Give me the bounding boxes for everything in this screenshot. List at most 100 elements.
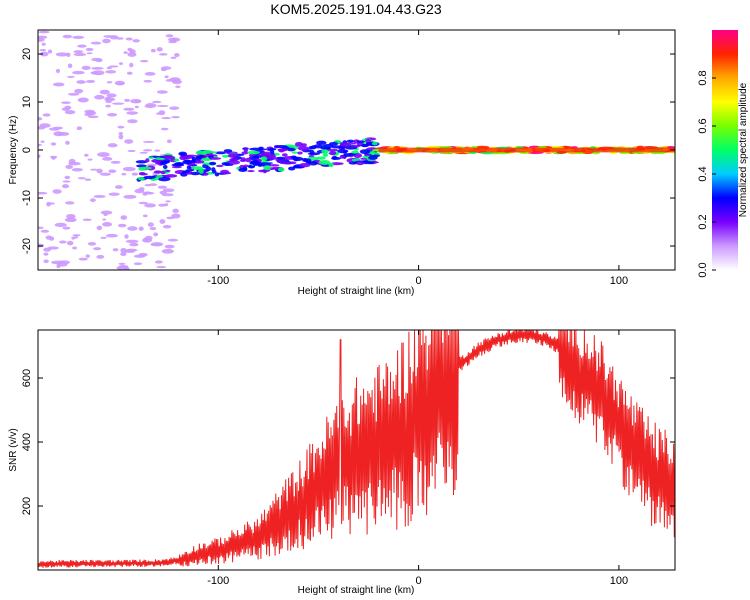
spectrogram-cell: [208, 157, 222, 160]
spectrogram-cell: [156, 265, 167, 269]
spectrogram-cell: [76, 80, 86, 84]
spectrogram-cell: [160, 127, 169, 131]
spectrogram-cell: [102, 218, 107, 221]
colorbar-tick-label: 0.2: [697, 214, 709, 229]
spectrogram-line-band: [378, 147, 675, 153]
spectrogram-cell: [281, 153, 288, 157]
spectrogram-cell: [39, 51, 49, 57]
colorbar-ticks: 0.0 0.2 0.4 0.6 0.8: [697, 70, 716, 278]
spectrogram-cell: [267, 164, 280, 167]
spectrogram-cell: [161, 248, 174, 254]
spectrogram-heatmap: [38, 30, 675, 270]
spectrogram-cell: [65, 140, 70, 145]
spectrogram-cell: [91, 67, 104, 70]
spectrogram-cell: [202, 172, 209, 176]
spectrogram-cell: [182, 170, 191, 174]
spectrogram-cell: [309, 149, 315, 155]
spectrogram-cell: [144, 105, 153, 108]
spectrogram-cell: [356, 140, 366, 143]
spectrogram-cell: [149, 226, 157, 231]
spectrogram-cell: [147, 222, 154, 228]
spectrogram-cell: [258, 169, 265, 173]
spectrogram-cell: [342, 150, 347, 154]
snr-y-label: SNR (v/v): [8, 428, 19, 471]
spectrogram-cell: [73, 52, 87, 57]
spectrogram-cell: [123, 249, 136, 253]
spectrogram-x-label: Height of straight line (km): [298, 286, 415, 297]
spectrogram-cell: [48, 202, 55, 205]
spectrogram-cell: [96, 254, 105, 259]
spectrogram-cell: [339, 154, 345, 159]
spectrogram-cell: [51, 260, 64, 265]
spectrogram-cell: [118, 132, 124, 135]
spectrogram-cell: [125, 37, 133, 41]
spectrogram-cell: [117, 82, 125, 85]
spectrogram-cell: [171, 165, 182, 169]
spectrogram-cell: [67, 63, 73, 69]
spectrogram-cell: [38, 143, 43, 147]
spectrogram-cell: [116, 37, 124, 40]
spectrogram-cell: [171, 163, 185, 167]
y-tick-label: 600: [21, 369, 33, 387]
spectrogram-cell: [322, 153, 329, 158]
spectrogram-cell: [139, 166, 152, 170]
spectrogram-x-ticks: -100 0 100: [207, 30, 628, 287]
spectrogram-cell: [172, 208, 179, 214]
spectrogram-cell: [370, 150, 376, 156]
spectrogram-cell: [153, 232, 159, 237]
spectrogram-cell: [84, 153, 89, 157]
spectrogram-cell: [71, 168, 83, 172]
spectrogram-cell: [129, 242, 139, 247]
spectrogram-cell: [47, 49, 53, 54]
spectrogram-cell: [107, 143, 118, 148]
spectrogram-cell: [162, 164, 168, 170]
spectrogram-cell: [290, 155, 297, 159]
spectrogram-cell: [73, 50, 84, 54]
spectrogram-cell: [179, 155, 187, 161]
spectrogram-cell: [39, 48, 47, 52]
spectrogram-cell: [278, 148, 285, 153]
spectrogram-cell: [170, 56, 177, 59]
spectrogram-cell: [297, 151, 303, 155]
spectrogram-cell: [118, 134, 124, 140]
spectrogram-cell: [112, 102, 125, 105]
spectrogram-cell: [137, 176, 146, 181]
spectrogram-cell: [52, 82, 65, 87]
spectrogram-cell: [38, 117, 43, 121]
spectrogram-cell: [202, 150, 213, 154]
spectrogram-cell: [247, 150, 260, 155]
spectrogram-cell: [156, 90, 168, 94]
spectrogram-cell: [365, 138, 372, 143]
spectrogram-cell: [77, 44, 87, 48]
x-tick-label: -100: [207, 575, 229, 587]
spectrogram-cell: [201, 158, 211, 161]
spectrogram-cell: [209, 161, 217, 166]
spectrogram-cell: [156, 47, 163, 52]
spectrogram-cell: [61, 184, 70, 189]
spectrogram-cell: [38, 243, 45, 248]
snr-frame: [37, 329, 676, 571]
y-tick-label: -10: [21, 190, 33, 206]
spectrogram-cell: [102, 156, 113, 161]
spectrogram-cell: [154, 149, 161, 152]
spectrogram-cell: [91, 57, 103, 62]
spectrogram-cell: [120, 215, 128, 220]
spectrogram-cell: [106, 93, 117, 98]
spectrogram-cell: [43, 252, 49, 256]
spectrogram-cell: [66, 52, 71, 57]
spectrogram-cell: [64, 217, 77, 223]
spectrogram-cell: [263, 165, 272, 171]
spectrogram-cell: [158, 110, 166, 116]
colorbar-tick-label: 0.8: [697, 70, 709, 85]
spectrogram-cell: [368, 155, 378, 160]
spectrogram-cell: [66, 213, 76, 219]
spectrogram-cell: [298, 162, 311, 168]
spectrogram-cell: [125, 239, 139, 243]
spectrogram-cell: [165, 34, 174, 38]
spectrogram-cell: [191, 157, 197, 161]
spectrogram-cell: [41, 42, 46, 46]
spectrogram-cell: [39, 123, 51, 128]
spectrogram-cell: [182, 159, 193, 165]
spectrogram-cell: [108, 192, 120, 196]
